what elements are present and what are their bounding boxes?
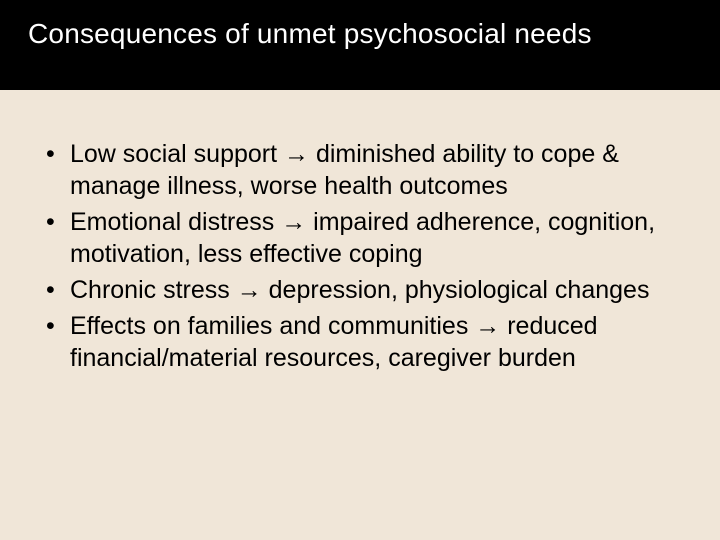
list-item: Effects on families and communities → re… — [44, 310, 676, 374]
list-item: Low social support → diminished ability … — [44, 138, 676, 202]
header-bar: Consequences of unmet psychosocial needs — [0, 0, 720, 90]
bullet-list: Low social support → diminished ability … — [44, 138, 676, 374]
page-title: Consequences of unmet psychosocial needs — [28, 18, 692, 50]
list-item: Emotional distress → impaired adherence,… — [44, 206, 676, 270]
content-area: Low social support → diminished ability … — [0, 90, 720, 374]
list-item: Chronic stress → depression, physiologic… — [44, 274, 676, 306]
